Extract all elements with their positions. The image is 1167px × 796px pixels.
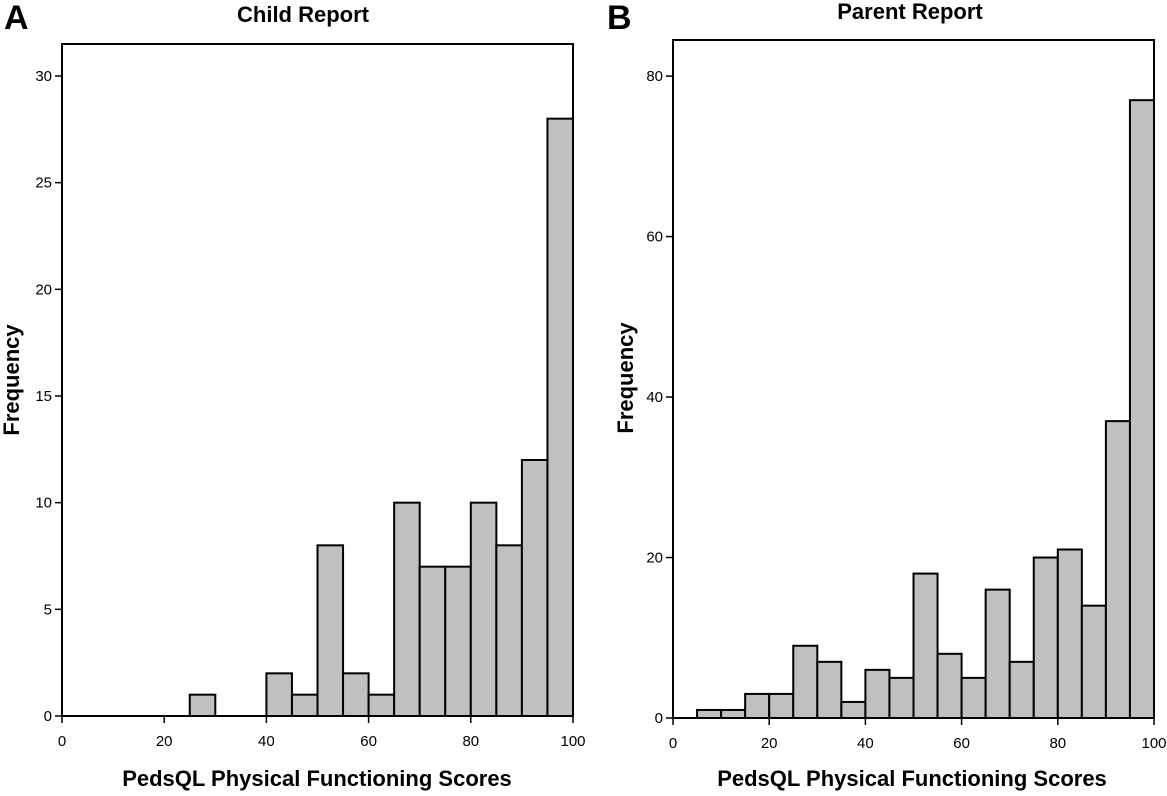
panel-b-bar	[792, 644, 819, 720]
panel-b-bar	[888, 676, 915, 719]
panel-a-y-tick-label: 5	[44, 601, 52, 618]
panel-b-y-axis-label: Frequency	[613, 322, 638, 434]
panel-b-bar	[1104, 420, 1131, 719]
panel-a-bar	[418, 565, 447, 718]
panel-a-bar	[367, 693, 396, 718]
panel-a-x-tick-label: 20	[156, 733, 173, 750]
panel-b-bar	[1128, 99, 1155, 720]
panel-b-bar	[1056, 548, 1083, 719]
panel-a-bar	[520, 459, 549, 717]
panel-b-x-tick-label: 0	[669, 735, 677, 752]
panel-b-letter: B	[607, 0, 632, 37]
panel-a-bar	[316, 544, 345, 717]
panel-a-bar	[546, 117, 575, 717]
panel-a-y-tick-label: 30	[35, 68, 52, 85]
panel-a-y-tick-label: 10	[35, 495, 52, 512]
panel-b-y-tick-label: 60	[646, 229, 663, 246]
panel-b-x-tick-label: 80	[1049, 735, 1066, 752]
panel-a-x-tick-label: 100	[560, 733, 585, 750]
panel-b-bar	[960, 676, 987, 719]
panel-a-bar	[393, 501, 421, 717]
panel-b-y-tick-label: 20	[646, 550, 663, 567]
panel-a-bar	[469, 501, 498, 717]
panel-b-title: Parent Report	[837, 0, 983, 24]
panel-b-x-tick-label: 40	[857, 735, 874, 752]
panel-b-axes: 0 20 40 60 80 0 20 40 60 80 100	[646, 39, 1167, 752]
panel-a-title: Child Report	[237, 2, 370, 27]
panel-a-bar	[188, 693, 217, 718]
panel-a-bar	[265, 672, 293, 717]
panel-b-bar	[984, 588, 1011, 719]
panel-a-bar	[290, 693, 319, 718]
panel-b-bar	[744, 692, 771, 720]
panel-a-x-tick-label: 60	[360, 733, 377, 750]
panel-a-y-axis-label: Frequency	[0, 324, 24, 436]
panel-a-y-tick-label: 0	[44, 708, 52, 725]
panel-b-bar	[816, 660, 843, 719]
panel-b-plot-frame	[672, 39, 1155, 719]
panel-a-y-tick-label: 25	[35, 175, 52, 192]
panel-a-y-tick-label: 20	[35, 281, 52, 298]
panel-a-y-tick-label: 15	[35, 388, 52, 405]
panel-b-bar	[1032, 556, 1059, 719]
panel-b-bar	[1008, 660, 1035, 719]
panel-a-x-tick-label: 0	[58, 733, 66, 750]
panel-b-bars	[696, 99, 1155, 720]
panel-b-bar	[936, 652, 963, 720]
panel-b-y-tick-label: 0	[655, 710, 663, 727]
panel-a-x-tick-label: 40	[258, 733, 275, 750]
panel-a-bars	[188, 117, 575, 718]
panel-a-plot-frame	[61, 43, 574, 717]
panel-a-bar	[342, 672, 370, 717]
panel-a-letter: A	[4, 0, 29, 37]
panel-b: B Parent Report PedsQL Physical Function…	[607, 0, 1167, 791]
panel-a-x-tick-label: 80	[462, 733, 479, 750]
panel-b-x-axis-label: PedsQL Physical Functioning Scores	[717, 766, 1107, 791]
panel-b-x-tick-label: 60	[953, 735, 970, 752]
panel-a-axes: 0 5 10 15 20 25 30 0 20 40 60 80 100	[35, 43, 586, 750]
panel-b-bar	[720, 708, 747, 719]
panel-b-x-tick-label: 20	[761, 735, 778, 752]
panel-b-bar	[1080, 604, 1107, 719]
panel-b-bar	[840, 700, 867, 719]
panel-a-x-axis-label: PedsQL Physical Functioning Scores	[122, 766, 512, 791]
panel-b-bar	[768, 692, 795, 720]
panel-a-bar	[444, 565, 472, 718]
panel-a: A Child Report PedsQL Physical Functioni…	[0, 0, 586, 791]
panel-b-y-tick-label: 80	[646, 68, 663, 85]
panel-b-x-tick-label: 100	[1141, 735, 1166, 752]
panel-b-bar	[696, 708, 723, 719]
panel-b-bar	[912, 572, 939, 720]
panel-a-bar	[495, 544, 523, 717]
panel-b-y-tick-label: 40	[646, 389, 663, 406]
panel-b-bar	[864, 668, 891, 719]
